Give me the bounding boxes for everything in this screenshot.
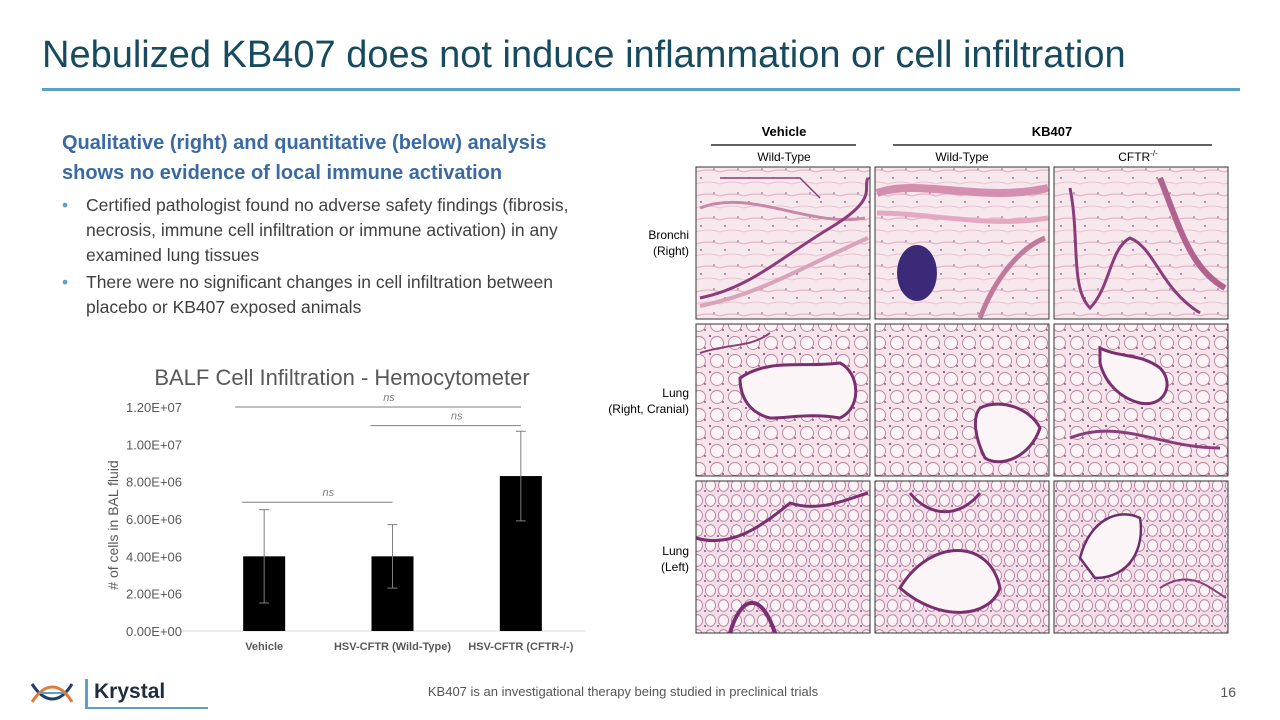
logo-wordmark: Krystal [94,680,166,703]
row-label-bronchi: Bronchi [648,228,689,242]
page-number: 16 [1220,684,1236,700]
histology-row-labels: Bronchi (Right) Lung (Right, Cranial) Lu… [608,228,689,574]
histology-figure: Vehicle KB407 Wild-Type Wild-Type CFTR-/… [600,118,1240,638]
title-divider [42,88,1240,91]
y-tick-label: 4.00E+06 [126,549,182,564]
row-label-lung-left: Lung [662,544,689,558]
chart-marks: 0.00E+00 2.00E+06 4.00E+06 6.00E+06 8.00E+06… [126,392,585,653]
y-tick-label: 2.00E+06 [126,587,182,602]
chart-y-axis-label: # of cells in BAL fluid [105,460,121,589]
logo-frame [85,679,208,709]
bullet-text: There were no significant changes in cel… [86,272,553,317]
bullet-item: • Certified pathologist found no adverse… [62,193,602,268]
cftr-label: CFTR [1118,150,1150,164]
micrograph-lung-right-vehicle-wt [695,323,871,477]
y-tick-label: 8.00E+06 [126,475,182,490]
micrograph-bronchi-kb407-wt [874,166,1050,320]
micrograph-lung-right-kb407-wt [874,323,1050,477]
bullet-item: • There were no significant changes in c… [62,270,602,320]
micrograph-bronchi-vehicle-wt [695,166,871,320]
group-header-kb407: KB407 [1032,124,1072,139]
footer-disclaimer: KB407 is an investigational therapy bein… [427,684,819,699]
company-logo: Krystal [30,676,208,710]
bullet-glyph: • [62,272,69,292]
slide-title: Nebulized KB407 does not induce inflamma… [42,34,1126,76]
micrograph-lung-left-kb407-wt [874,480,1050,634]
group-header-vehicle: Vehicle [762,124,807,139]
column-header-cftr: CFTR-/- [1118,149,1158,164]
column-header-wild-type: Wild-Type [757,150,811,164]
row-label-lung-right: Lung [662,386,689,400]
micrograph-lung-right-kb407-cftr [1053,323,1229,477]
bullet-list: • Certified pathologist found no adverse… [62,193,602,322]
micrograph-lung-left-kb407-cftr [1053,480,1229,634]
significance-label: ns [383,392,395,404]
histology-headers: Vehicle KB407 Wild-Type Wild-Type CFTR-/… [711,124,1212,164]
column-header-wild-type: Wild-Type [935,150,989,164]
bullet-glyph: • [62,195,69,215]
subheading: Qualitative (right) and quantitative (be… [62,132,547,184]
cftr-superscript: -/- [1150,149,1158,158]
chart-title: BALF Cell Infiltration - Hemocytometer [154,365,529,390]
significance-label: ns [451,411,463,423]
significance-label: ns [323,487,335,499]
y-tick-label: 1.00E+07 [126,437,182,452]
y-tick-label: 6.00E+06 [126,512,182,527]
x-tick-label: HSV-CFTR (CFTR-/-) [468,641,573,653]
x-tick-label: HSV-CFTR (Wild-Type) [334,641,451,653]
row-label-lung-left-sub: (Left) [661,560,689,574]
micrograph-bronchi-kb407-cftr [1053,166,1229,320]
chart-canvas: BALF Cell Infiltration - Hemocytometer #… [105,365,585,653]
row-label-bronchi-sub: (Right) [653,244,689,258]
dna-helix-icon [30,683,74,703]
histology-canvas: Vehicle KB407 Wild-Type Wild-Type CFTR-/… [608,124,1229,634]
y-tick-label: 1.20E+07 [126,400,182,415]
bullet-text: Certified pathologist found no adverse s… [86,195,569,265]
balf-chart: BALF Cell Infiltration - Hemocytometer #… [100,355,600,660]
x-tick-label: Vehicle [245,641,283,653]
row-label-lung-right-sub: (Right, Cranial) [608,402,689,416]
y-tick-label: 0.00E+00 [126,624,182,639]
micrograph-lung-left-vehicle-wt [695,480,871,634]
